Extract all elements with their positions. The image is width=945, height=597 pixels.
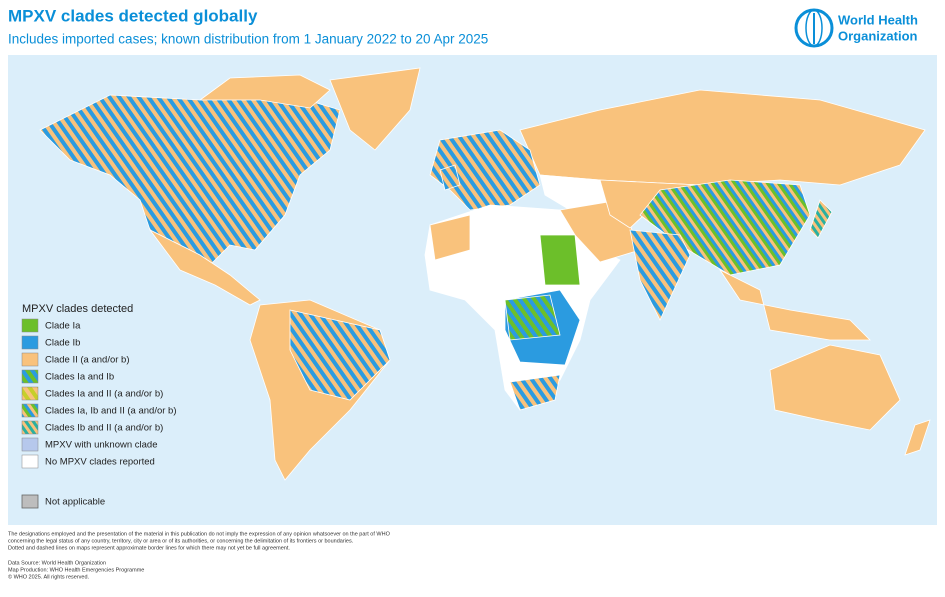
legend-label: No MPXV clades reported bbox=[45, 457, 155, 468]
logo-text: Organization bbox=[838, 28, 918, 43]
disclaimer: The designations employed and the presen… bbox=[8, 531, 391, 537]
legend: MPXV clades detected Clade Ia Clade Ib C… bbox=[21, 303, 177, 509]
legend-label: Clade II (a and/or b) bbox=[45, 355, 130, 366]
legend-label: Clades Ib and II (a and/or b) bbox=[45, 423, 163, 434]
legend-label: Clade Ib bbox=[45, 338, 80, 349]
legend-label: Clades Ia and II (a and/or b) bbox=[45, 389, 163, 400]
legend-label: Clades Ia, Ib and II (a and/or b) bbox=[45, 406, 177, 417]
disclaimer: Dotted and dashed lines on maps represen… bbox=[8, 545, 290, 551]
legend-label: Clades Ia and Ib bbox=[45, 372, 114, 383]
legend-title: MPXV clades detected bbox=[22, 303, 133, 315]
logo-text: World Health bbox=[838, 12, 918, 27]
credit: © WHO 2025. All rights reserved. bbox=[8, 573, 90, 580]
legend-label: Not applicable bbox=[45, 497, 105, 508]
credit: Map Production: WHO Health Emergencies P… bbox=[8, 567, 144, 573]
footer: The designations employed and the presen… bbox=[8, 531, 391, 580]
legend-label: MPXV with unknown clade bbox=[45, 440, 157, 451]
subtitle: Includes imported cases; known distribut… bbox=[8, 32, 488, 47]
who-logo: World Health Organization bbox=[794, 8, 918, 48]
disclaimer: concerning the legal status of any count… bbox=[8, 538, 354, 544]
map bbox=[39, 67, 931, 481]
legend-label: Clade Ia bbox=[45, 321, 81, 332]
credit: Data Source: World Health Organization bbox=[8, 560, 106, 566]
title: MPXV clades detected globally bbox=[8, 6, 258, 25]
